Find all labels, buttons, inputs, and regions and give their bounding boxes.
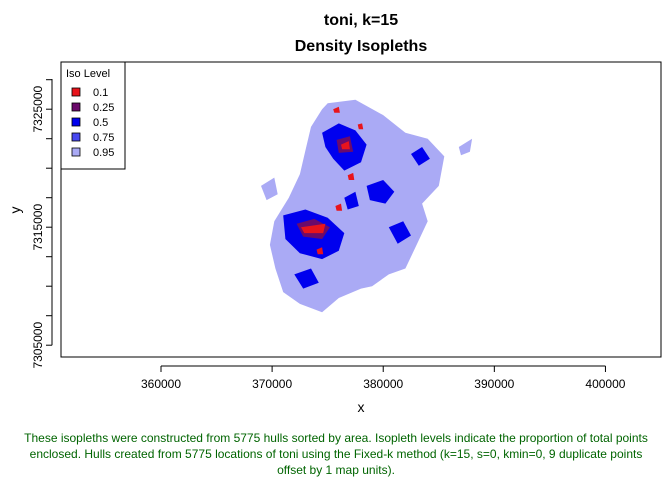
legend-swatch-0.75: [71, 132, 81, 142]
isopleth-0.5-polygon-2: [366, 180, 395, 204]
isopleth-0.1-polygon-4: [335, 203, 343, 211]
isopleth-0.5-polygon-5: [294, 268, 319, 289]
isopleth-0.1-polygon-3: [347, 172, 355, 180]
x-axis: 360000 370000 380000 390000 400000: [141, 365, 626, 391]
x-tick-label-360000: 360000: [141, 377, 181, 391]
isopleth-0.5-polygon-3: [388, 221, 411, 244]
x-tick-label-400000: 400000: [585, 377, 625, 391]
caption: These isopleths were constructed from 57…: [24, 431, 648, 477]
isopleth-0.5-polygon-6: [344, 191, 359, 210]
legend-swatch-0.95: [71, 147, 81, 157]
isopleth-0.95-polygon-1: [261, 177, 278, 201]
legend-label-0.1: 0.1: [93, 87, 108, 99]
chart-subtitle: Density Isopleths: [295, 38, 428, 55]
y-axis-label: y: [7, 207, 23, 214]
isopleth-0.1-polygon-5: [357, 123, 364, 130]
legend-label-0.25: 0.25: [93, 102, 114, 114]
x-tick-label-390000: 390000: [474, 377, 514, 391]
legend-swatch-0.1: [71, 87, 81, 97]
isopleth-0.1-polygon-6: [316, 247, 324, 255]
plot-frame: [60, 61, 662, 358]
y-tick-label-7305000: 7305000: [31, 322, 45, 369]
x-tick-label-370000: 370000: [252, 377, 292, 391]
legend-title: Iso Level: [66, 68, 110, 80]
legend-label-0.5: 0.5: [93, 117, 108, 129]
chart-title: toni, k=15: [324, 12, 398, 29]
legend-label-0.75: 0.75: [93, 132, 114, 144]
isopleth-0.1-polygon-0: [301, 223, 326, 234]
legend: Iso Level 0.1 0.25 0.5 0.75 0.95: [60, 61, 126, 170]
isopleth-layers: [261, 99, 473, 313]
isopleth-0.1-polygon-2: [333, 106, 340, 113]
x-axis-label: x: [358, 399, 365, 415]
legend-swatch-0.5: [71, 117, 81, 127]
isopleth-0.5-polygon-4: [411, 147, 430, 166]
y-tick-label-7325000: 7325000: [31, 86, 45, 133]
isopleth-0.1-polygon-1: [341, 141, 350, 150]
legend-label-0.95: 0.95: [93, 147, 114, 159]
x-tick-label-380000: 380000: [363, 377, 403, 391]
legend-swatch-0.25: [71, 102, 81, 112]
y-tick-label-7315000: 7315000: [31, 204, 45, 251]
isopleth-0.95-polygon-2: [458, 138, 473, 156]
y-axis: 7305000 7315000 7325000: [31, 79, 53, 369]
